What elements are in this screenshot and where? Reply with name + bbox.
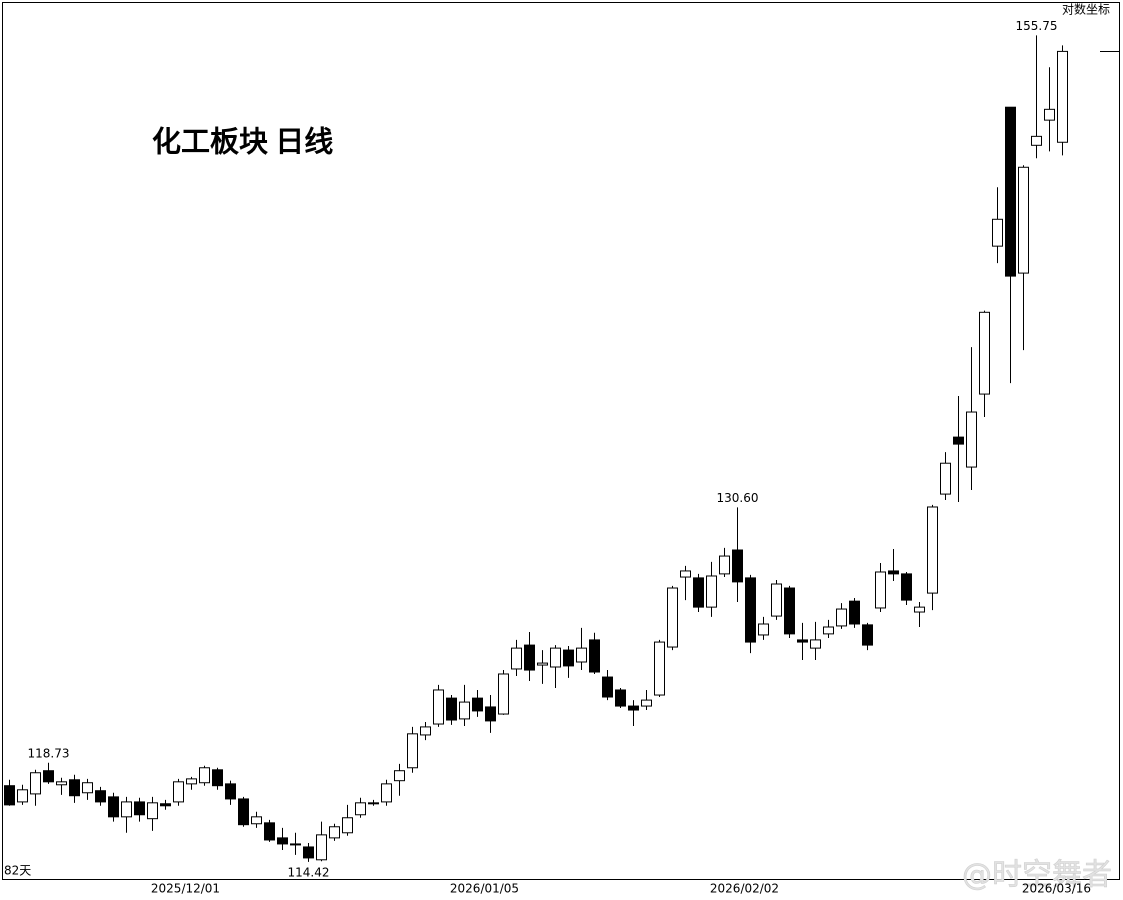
candle-body [901,573,912,601]
candle-body [82,782,93,794]
candle-body [108,796,119,818]
candle-body [784,587,795,635]
candle-body [550,647,561,668]
candle-body [121,801,132,818]
candle-body [576,647,587,663]
candle-body [303,846,314,859]
candle-body [693,577,704,608]
candle-body [420,726,431,736]
candle-body [537,662,548,666]
candle-body [823,626,834,635]
candle-body [407,733,418,769]
candle-body [888,570,899,575]
low-label: 114.42 [288,865,330,879]
candle-body [1018,166,1029,274]
candle-body [472,697,483,712]
candle-body [277,837,288,845]
candle-body [394,770,405,782]
candle-body [732,549,743,583]
chart-title: 化工板块 日线 [152,126,333,159]
candle-body [4,785,15,806]
candle-body [680,570,691,578]
candle-body [563,649,574,667]
period-label: 82天 [4,864,31,878]
candle-body [979,311,990,395]
candle-body [212,769,223,787]
candle-body [498,673,509,715]
candle-body [758,623,769,636]
high-label: 155.75 [1016,19,1058,33]
scale-label: 对数坐标 [1062,2,1110,17]
candle-body [745,577,756,643]
candle-body [316,834,327,861]
candle-body [368,802,379,805]
plot-frame [2,2,1120,880]
candle-body [433,689,444,725]
candle-body [329,826,340,839]
x-tick-label: 2026/02/02 [710,882,779,896]
candle-body [69,779,80,797]
candle-body [160,803,171,807]
high-label: 130.60 [717,491,759,505]
candle-body [810,639,821,649]
candle-body [342,817,353,834]
candle-body [1005,106,1016,277]
candle-body [797,639,808,643]
candle-body [953,436,964,445]
x-tick-label: 2026/03/16 [1022,882,1091,896]
candle-body [264,822,275,841]
candle-body [173,781,184,803]
x-tick-label: 2025/12/01 [151,882,220,896]
candle-body [927,506,938,594]
candle-body [914,606,925,613]
candle-body [940,462,951,495]
candle-body [43,770,54,783]
candle-body [1031,135,1042,146]
candle-body [30,772,41,795]
candle-body [862,624,873,646]
candle-body [17,789,28,803]
candle-body [836,608,847,627]
candle-body [1044,108,1055,121]
candle-body [134,801,145,816]
candle-body [355,802,366,816]
candle-body [771,583,782,617]
candle-body [485,706,496,722]
candle-body [615,689,626,707]
candle-body [992,218,1003,247]
candle-body [667,587,678,648]
candle-body [459,701,470,720]
candle-body [186,778,197,785]
candle-body [641,699,652,707]
candle-body [1057,50,1068,143]
candle-body [524,644,535,671]
watermark: @时空舞者 [962,858,1112,893]
candle-body [199,767,210,784]
candle-body [290,843,301,846]
candle-body [875,571,886,609]
candle-body [706,575,717,608]
candle-body [147,802,158,820]
candle-body [95,790,106,803]
candle-body [719,555,730,575]
candle-body [849,600,860,625]
candle-body [225,783,236,800]
candle-body [381,783,392,803]
candle-body [238,798,249,826]
candle-body [251,816,262,825]
candle-body [589,639,600,673]
high-label: 118.73 [28,746,70,760]
candle-body [56,781,67,786]
candle-body [654,641,665,696]
candle-body [511,647,522,670]
candle-body [446,697,457,721]
candle-body [602,676,613,698]
x-tick-label: 2026/01/05 [450,882,519,896]
candle-body [628,705,639,711]
candle-body [966,411,977,468]
